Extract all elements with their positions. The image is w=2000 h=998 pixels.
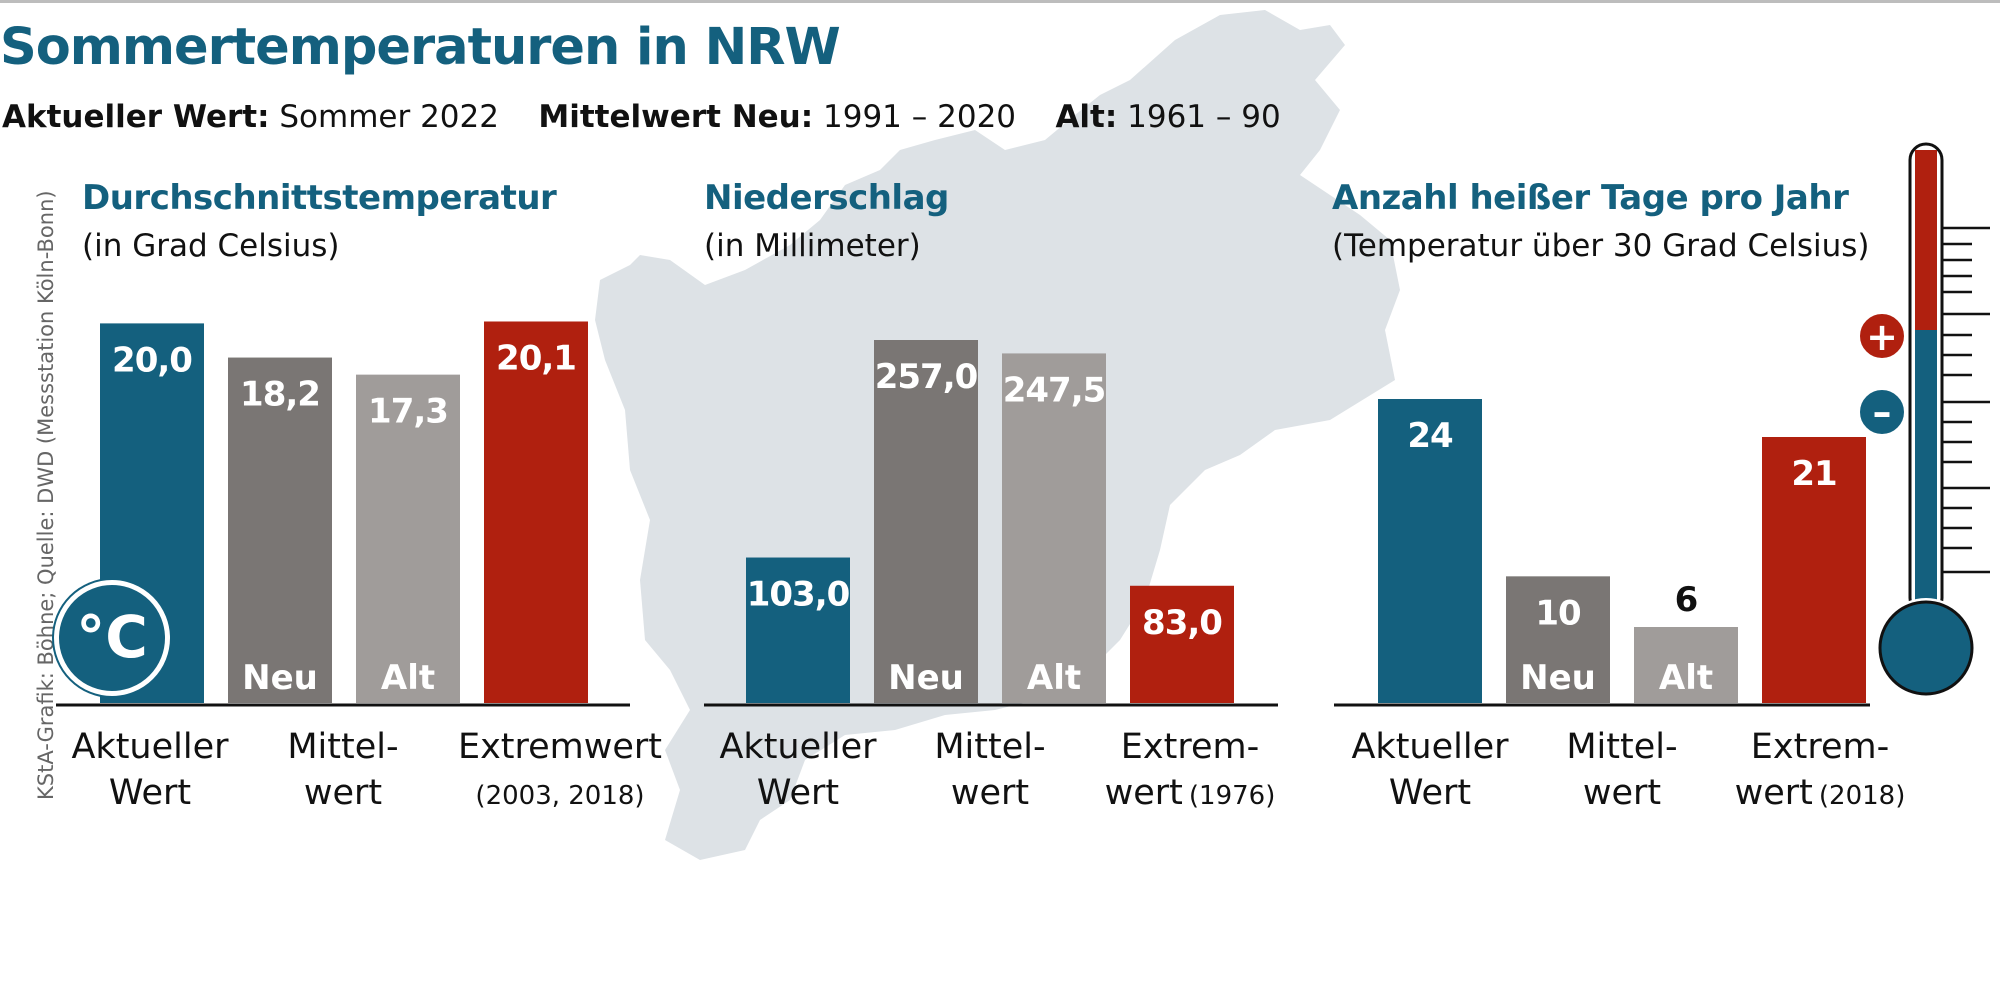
celsius-icon: °C bbox=[54, 580, 170, 696]
bar-p3-3 bbox=[1634, 627, 1738, 703]
bar-tag-p3-3: Alt bbox=[1659, 658, 1713, 698]
value-label-p1-3: 17,3 bbox=[368, 392, 448, 432]
panel-2-title: Niederschlag bbox=[704, 178, 949, 218]
value-label-p2-3: 247,5 bbox=[1003, 370, 1106, 410]
subtitle-mean-old-value: 1961 – 90 bbox=[1127, 99, 1281, 135]
minus-icon: – bbox=[1860, 386, 1908, 438]
category-label-p1-1: Aktueller Wert bbox=[71, 727, 229, 813]
subtitle-current-label: Aktueller Wert: bbox=[2, 99, 270, 135]
category-label-p3-1: Aktueller Wert bbox=[1351, 727, 1509, 813]
value-label-p1-1: 20,0 bbox=[112, 340, 192, 380]
value-label-p3-2: 10 bbox=[1535, 593, 1581, 633]
thermometer-icon: + – bbox=[1860, 142, 1990, 698]
value-label-p3-3: 6 bbox=[1675, 580, 1698, 620]
bar-tag-p1-2: Neu bbox=[242, 658, 318, 698]
value-label-p2-4: 83,0 bbox=[1142, 603, 1222, 643]
category-label-p2-3: Extrem-wert (1976) bbox=[1105, 727, 1276, 813]
category-label-p1-3: Extremwert (2003, 2018) bbox=[458, 727, 662, 811]
subtitle-mean-old-label: Alt: bbox=[1055, 99, 1118, 135]
page-title: Sommertemperaturen in NRW bbox=[0, 18, 841, 77]
svg-text:–: – bbox=[1873, 390, 1892, 434]
subtitle-mean-new-label: Mittelwert Neu: bbox=[538, 99, 814, 135]
value-label-p1-2: 18,2 bbox=[240, 375, 320, 415]
bar-p2-2 bbox=[874, 340, 978, 703]
plus-icon: + bbox=[1860, 310, 1908, 362]
category-label-p2-2: Mittel-wert bbox=[934, 727, 1045, 813]
bar-tag-p2-2: Neu bbox=[888, 658, 964, 698]
bar-p3-2 bbox=[1506, 576, 1610, 703]
bar-p2-1 bbox=[746, 557, 850, 703]
bar-p2-3 bbox=[1002, 353, 1106, 703]
page-subtitle: Aktueller Wert: Sommer 2022 Mittelwert N… bbox=[2, 99, 1281, 135]
category-label-p3-2: Mittel-wert bbox=[1566, 727, 1677, 813]
svg-text:+: + bbox=[1866, 315, 1898, 359]
subtitle-mean-new-value: 1991 – 2020 bbox=[823, 99, 1017, 135]
category-label-p2-1: Aktueller Wert bbox=[719, 727, 877, 813]
panel-1-title: Durchschnittstemperatur bbox=[82, 178, 557, 218]
value-label-p2-1: 103,0 bbox=[747, 575, 850, 615]
bar-tag-p1-3: Alt bbox=[381, 658, 435, 698]
panel-3-title: Anzahl heißer Tage pro Jahr bbox=[1332, 178, 1849, 218]
subtitle-current-value: Sommer 2022 bbox=[279, 99, 499, 135]
bar-p1-4 bbox=[484, 321, 588, 703]
panel-1-unit: (in Grad Celsius) bbox=[82, 228, 340, 264]
panel-2-unit: (in Millimeter) bbox=[704, 228, 921, 264]
bar-tag-p3-2: Neu bbox=[1520, 658, 1596, 698]
bar-p2-4 bbox=[1130, 585, 1234, 703]
top-rule bbox=[0, 0, 2000, 3]
bar-p3-1 bbox=[1378, 399, 1482, 703]
panel-3-unit: (Temperatur über 30 Grad Celsius) bbox=[1332, 228, 1870, 264]
bar-p3-4 bbox=[1762, 437, 1866, 703]
value-label-p3-1: 24 bbox=[1407, 416, 1453, 456]
category-label-p3-3: Extrem-wert (2018) bbox=[1735, 727, 1906, 813]
bar-tag-p2-3: Alt bbox=[1027, 658, 1081, 698]
category-label-p1-2: Mittel-wert bbox=[287, 727, 398, 813]
value-label-p3-4: 21 bbox=[1791, 454, 1836, 494]
value-label-p1-4: 20,1 bbox=[496, 338, 576, 378]
bar-p1-3 bbox=[356, 374, 460, 703]
bar-p1-2 bbox=[228, 357, 332, 703]
value-label-p2-2: 257,0 bbox=[875, 357, 978, 397]
